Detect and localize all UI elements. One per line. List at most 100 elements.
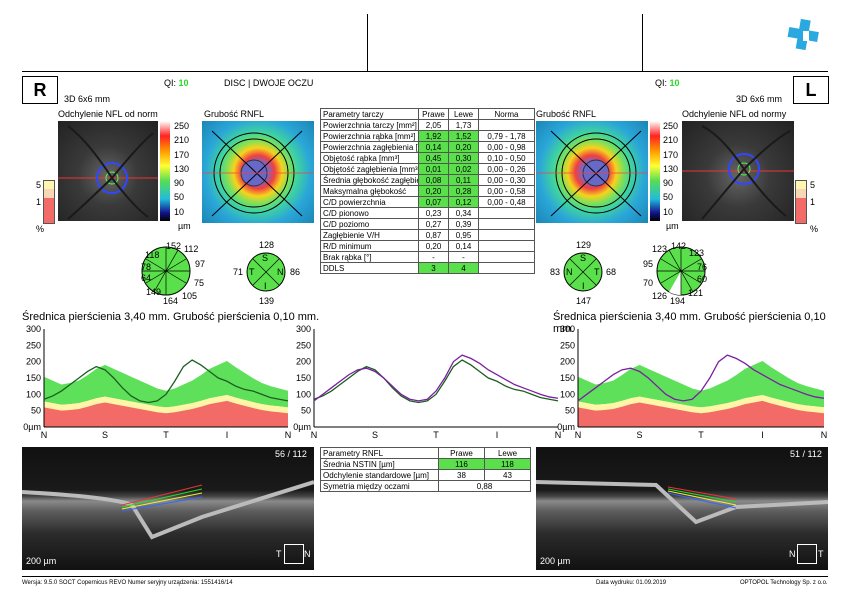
x-tick-label: I <box>761 430 764 440</box>
right-eye-badge: R <box>22 76 58 104</box>
x-tick-label: S <box>372 430 378 440</box>
table-header: Parametry RNFL <box>320 447 439 459</box>
oct-slice-right: 56 / 112 <box>275 449 307 459</box>
colorbar-right <box>160 121 170 221</box>
fundus-image-right <box>58 121 158 221</box>
profile-line <box>313 359 559 404</box>
table-header: Parametry tarczy <box>320 108 419 120</box>
table-cell: C/D poziomo <box>320 218 419 230</box>
header-separator <box>642 14 643 71</box>
table-cell: 118 <box>484 458 531 470</box>
y-tick-label: 300 <box>296 324 311 334</box>
table-header: Norma <box>478 108 535 120</box>
table-cell: C/D pionowo <box>320 207 419 219</box>
table-cell: 3 <box>418 262 449 274</box>
y-tick-label: 100 <box>26 389 41 399</box>
table-cell <box>478 262 535 274</box>
table-cell: C/D powierzchnia <box>320 196 419 208</box>
quadrant-label: N <box>566 267 573 277</box>
colorbar-labels-left: 250 210 170 130 90 50 10 <box>663 121 679 217</box>
left-eye-badge: L <box>793 76 829 104</box>
table-cell: 0,23 <box>418 207 449 219</box>
table-cell: 1,52 <box>448 130 479 142</box>
thickness-title-right: Grubość RNFL <box>204 109 265 119</box>
profile-line <box>43 359 289 404</box>
x-tick-label: N <box>285 430 292 440</box>
table-cell: Średnia głębokość zagłębienia <box>320 174 419 186</box>
clock-chart-left <box>656 246 706 296</box>
clock-value: 123 <box>652 244 668 254</box>
clock-chart-right <box>141 246 191 296</box>
quadrant-chart-right <box>246 252 286 292</box>
table-cell: 1,92 <box>418 130 449 142</box>
y-tick-label: 50 <box>31 406 41 416</box>
clock-value: 95 <box>643 259 654 269</box>
table-cell: 0,12 <box>448 196 479 208</box>
clock-value: 112 <box>184 244 199 254</box>
quadrant-value: 129 <box>576 240 592 250</box>
table-cell: - <box>418 251 449 263</box>
profile-line <box>577 354 825 402</box>
qi-right: QI: 10 <box>164 78 189 88</box>
table-cell: 0,27 <box>418 218 449 230</box>
disc-parameters-table: Parametry tarczy Prawe Lewe Norma Powier… <box>320 108 535 274</box>
y-tick-label: 0µm <box>293 422 311 432</box>
quadrant-value: 83 <box>550 267 561 277</box>
percent-bar-right <box>43 180 55 224</box>
table-cell: 0,00 - 0,58 <box>478 185 535 197</box>
y-tick-label: 150 <box>296 373 311 383</box>
fundus-image-left <box>682 121 794 221</box>
quadrant-value: 68 <box>606 267 617 277</box>
x-tick-label: I <box>226 430 229 440</box>
scan-type-right: 3D 6x6 mm <box>64 94 111 104</box>
clock-value: 121 <box>688 288 704 298</box>
y-tick-label: 250 <box>560 340 575 350</box>
table-cell: 1,73 <box>448 119 479 131</box>
x-tick-label: N <box>575 430 582 440</box>
clock-value: 76 <box>697 262 708 272</box>
table-cell: Odchylenie standardowe [µm] <box>320 469 439 481</box>
qi-left: QI: 10 <box>655 78 680 88</box>
clock-value: 97 <box>195 259 206 269</box>
clock-value: 142 <box>671 241 687 251</box>
page-title: DISC | DWOJE OCZU <box>224 78 314 88</box>
table-cell: 38 <box>438 469 485 481</box>
percent-unit: % <box>36 224 45 234</box>
table-header: Prawe <box>418 108 449 120</box>
clock-value: 75 <box>194 278 205 288</box>
oct-slice-left: 51 / 112 <box>790 449 822 459</box>
table-cell: - <box>448 251 479 263</box>
deviation-title-left: Odchylenie NFL od normy <box>682 109 787 119</box>
table-header: Lewe <box>484 447 531 459</box>
y-tick-label: 50 <box>565 406 575 416</box>
x-tick-label: N <box>311 430 318 440</box>
colorbar-unit: µm <box>666 221 679 231</box>
quadrant-value: 71 <box>233 267 244 277</box>
clock-value: 78 <box>141 262 152 272</box>
table-header: Prawe <box>438 447 485 459</box>
rnfl-thickness-map-left <box>536 121 648 223</box>
table-cell: 43 <box>484 469 531 481</box>
oct-bscan-left <box>535 447 829 570</box>
orient-from-right: T <box>276 549 282 559</box>
quadrant-label: S <box>262 253 269 263</box>
table-cell: 0,00 - 0,98 <box>478 141 535 153</box>
x-tick-label: S <box>636 430 642 440</box>
table-cell: Objętość rąbka [mm³] <box>320 152 419 164</box>
x-tick-label: S <box>102 430 108 440</box>
table-cell: Symetria między oczami <box>320 480 439 492</box>
oct-scale-left: 200 µm <box>540 556 571 566</box>
table-cell: 0,14 <box>448 240 479 252</box>
x-tick-label: T <box>433 430 439 440</box>
table-cell <box>478 119 535 131</box>
clock-value: 152 <box>166 241 182 251</box>
y-tick-label: 300 <box>26 324 41 334</box>
clock-value: 60 <box>697 274 708 284</box>
y-tick-label: 150 <box>26 373 41 383</box>
quadrant-label: I <box>264 281 267 291</box>
footer-version: Wersja: 9.5.0 SOCT Copernicus REVO Numer… <box>22 580 233 586</box>
table-cell: Powierzchnia tarczy [mm²] <box>320 119 419 131</box>
table-cell: 0,00 - 0,26 <box>478 163 535 175</box>
